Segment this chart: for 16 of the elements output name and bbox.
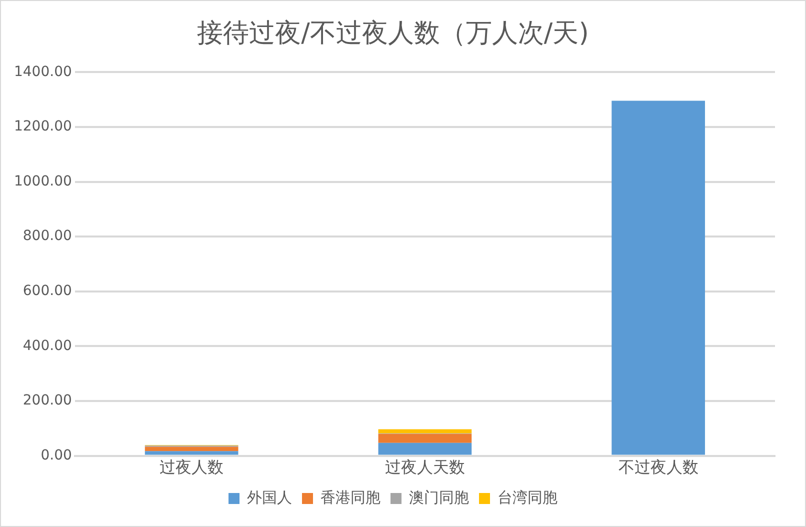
- legend-label: 澳门同胞: [409, 488, 469, 506]
- y-tick-label: 0.00: [40, 447, 72, 464]
- x-tick-label: 过夜人数: [160, 458, 224, 477]
- y-tick-label: 1400.00: [14, 64, 72, 80]
- y-tick-label: 1200.00: [14, 118, 72, 135]
- y-tick-label: 600.00: [22, 283, 72, 300]
- chart-title: 接待过夜/不过夜人数（万人次/天): [197, 18, 589, 48]
- y-tick-label: 400.00: [22, 338, 72, 354]
- legend-label: 台湾同胞: [498, 488, 558, 506]
- legend-label: 香港同胞: [320, 488, 380, 506]
- legend-label: 外国人: [247, 488, 292, 506]
- x-tick-label: 不过夜人数: [618, 458, 698, 477]
- x-tick-label: 过夜人天数: [384, 458, 465, 477]
- y-tick-label: 200.00: [22, 392, 72, 409]
- y-tick-label: 800.00: [22, 228, 72, 244]
- y-tick-label: 1000.00: [14, 173, 72, 190]
